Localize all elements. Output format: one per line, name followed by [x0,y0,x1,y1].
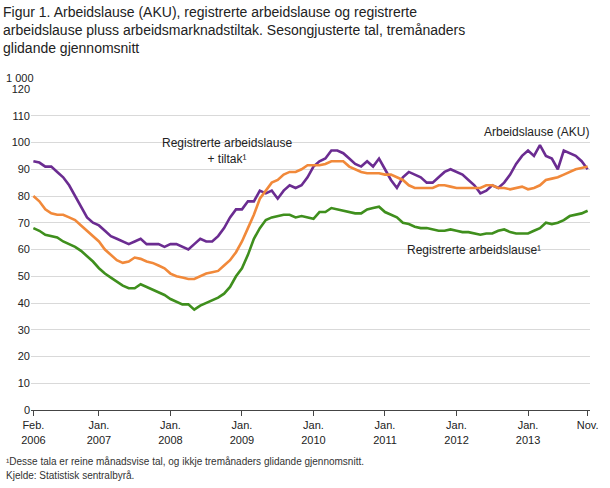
svg-text:Kjelde: Statistisk sentralbyrå: Kjelde: Statistisk sentralbyrå. [6,470,134,481]
svg-text:Jan.2012: Jan.2012 [444,419,468,445]
svg-text:Jan.2013: Jan.2013 [516,419,540,445]
svg-text:Figur 1. Arbeidslause (AKU), r: Figur 1. Arbeidslause (AKU), registrerte… [3,4,465,56]
svg-text:Jan.2010: Jan.2010 [301,419,325,445]
svg-text:Feb.2006: Feb.2006 [21,419,45,445]
svg-text:80: 80 [18,190,30,202]
svg-text:10: 10 [18,377,30,389]
svg-text:60: 60 [18,243,30,255]
svg-text:100: 100 [12,136,30,148]
svg-text:110: 110 [12,110,30,122]
svg-text:Jan.2007: Jan.2007 [87,419,111,445]
svg-text:1 000: 1 000 [6,72,34,84]
svg-text:Jan.2009: Jan.2009 [230,419,254,445]
svg-text:30: 30 [18,324,30,336]
svg-text:Registrerte arbeidslause¹: Registrerte arbeidslause¹ [407,243,541,257]
svg-text:20: 20 [18,350,30,362]
svg-text:Nov.: Nov. [577,419,599,431]
svg-text:Arbeidslause (AKU): Arbeidslause (AKU) [484,125,589,139]
svg-text:¹Desse tala er reine månadsvis: ¹Desse tala er reine månadsvise tal, og … [6,456,364,467]
svg-text:Jan.2008: Jan.2008 [158,419,182,445]
svg-text:Jan.2011: Jan.2011 [373,419,397,445]
svg-text:Registrerte arbeidslause+ tilt: Registrerte arbeidslause+ tiltak¹ [162,136,292,166]
svg-text:120: 120 [12,83,30,95]
svg-text:40: 40 [18,297,30,309]
svg-text:70: 70 [18,217,30,229]
svg-text:0: 0 [24,404,30,416]
svg-text:90: 90 [18,163,30,175]
svg-text:50: 50 [18,270,30,282]
